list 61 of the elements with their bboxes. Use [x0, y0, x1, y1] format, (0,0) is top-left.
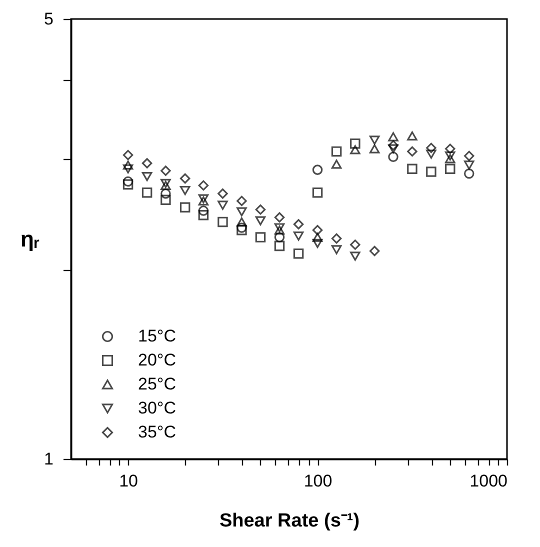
point: [388, 140, 398, 150]
point: [255, 232, 266, 242]
point: [293, 248, 304, 259]
x-axis-title: Shear Rate (s⁻¹): [219, 510, 360, 532]
point: [198, 194, 209, 204]
point: [312, 224, 323, 236]
point: [312, 238, 323, 248]
point: [180, 186, 190, 196]
point: [350, 240, 360, 250]
point: [180, 202, 190, 213]
legend-label: 35°C: [138, 422, 176, 442]
x-tick-label: 1000: [470, 472, 508, 490]
point: [218, 188, 228, 199]
point: [218, 216, 228, 228]
point: [142, 158, 152, 168]
point: [236, 224, 247, 236]
x-tick-label: 10: [119, 472, 138, 490]
legend-label: 25°C: [138, 374, 176, 394]
point: [369, 136, 380, 145]
point: [255, 216, 266, 226]
x-tick-label: 100: [304, 472, 332, 490]
y-axis-title: ηᵣ: [20, 226, 40, 252]
point: [142, 172, 152, 182]
legend-label: 30°C: [138, 398, 176, 418]
point: [160, 194, 171, 206]
point: [122, 179, 134, 190]
point: [426, 142, 436, 154]
point: [293, 219, 304, 230]
legend-label: 20°C: [138, 350, 176, 370]
y-tick-label: 5: [44, 10, 54, 28]
point: [198, 180, 209, 191]
point: [388, 144, 398, 154]
point: [331, 245, 342, 254]
point: [122, 160, 134, 170]
point: [274, 223, 285, 232]
point: [122, 176, 134, 187]
point: [274, 240, 285, 252]
point: [122, 150, 134, 160]
point: [236, 196, 247, 206]
point: [444, 144, 456, 154]
point: [122, 164, 134, 174]
legend-label: 15°C: [138, 326, 176, 346]
point: [180, 173, 190, 184]
point: [255, 204, 266, 215]
y-tick-label: 1: [44, 450, 54, 468]
point: [350, 252, 360, 261]
point: [236, 207, 247, 216]
point: [407, 146, 418, 157]
point: [274, 212, 285, 223]
point: [160, 166, 171, 176]
point: [369, 246, 380, 256]
point: [218, 200, 228, 210]
point: [293, 232, 304, 241]
point: [350, 138, 360, 149]
point: [331, 146, 342, 157]
point: [312, 187, 323, 198]
point: [331, 233, 342, 244]
point: [198, 210, 209, 220]
point: [464, 150, 474, 162]
point: [160, 178, 171, 188]
point: [142, 187, 152, 198]
